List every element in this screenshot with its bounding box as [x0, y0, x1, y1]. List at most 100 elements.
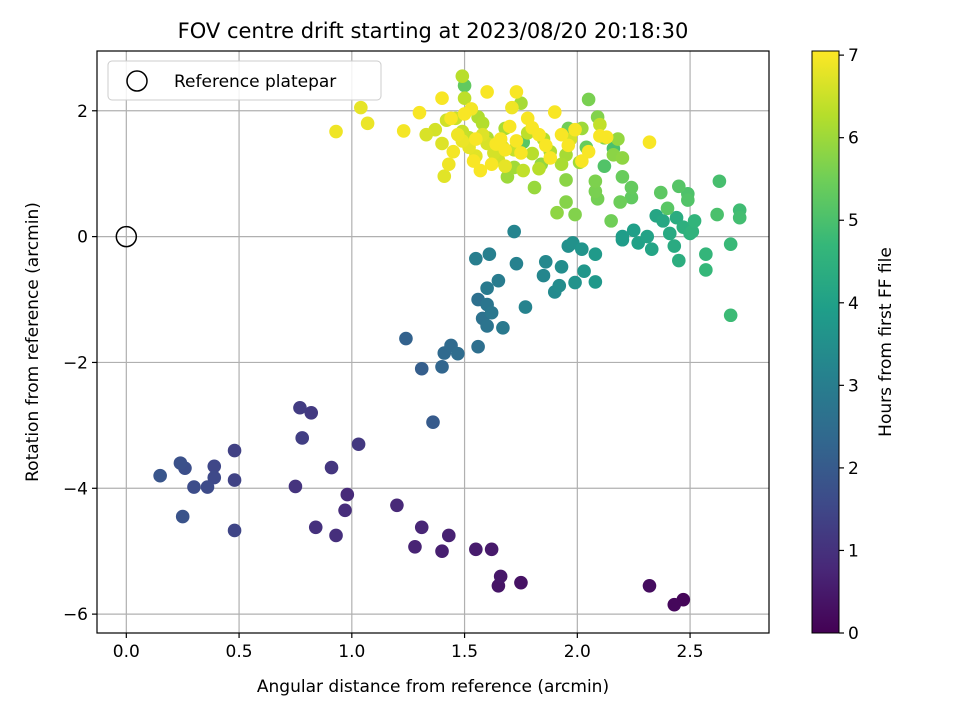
data-point [414, 361, 429, 376]
y-tick-label: −4 [63, 479, 88, 499]
data-point [493, 569, 508, 584]
data-point [561, 138, 576, 153]
data-point [419, 127, 434, 142]
colorbar-tick-label: 4 [848, 294, 859, 314]
data-point [656, 214, 670, 228]
data-point [597, 159, 612, 173]
data-point [484, 157, 499, 172]
data-point [509, 256, 524, 271]
colorbar-tick-label: 3 [848, 376, 859, 396]
data-point [509, 134, 524, 148]
data-point [153, 468, 167, 483]
data-point [493, 132, 508, 146]
data-point [480, 319, 494, 333]
data-point [525, 146, 540, 161]
data-point [500, 170, 515, 184]
data-point [338, 503, 352, 518]
data-point [732, 210, 747, 225]
data-point [626, 223, 641, 238]
data-point [624, 180, 639, 195]
data-point [288, 479, 303, 494]
y-tick-label: −2 [63, 353, 88, 373]
data-point [227, 443, 242, 458]
data-point [227, 523, 242, 538]
data-point [516, 163, 531, 178]
data-point [547, 105, 562, 119]
x-tick-label: 1.0 [338, 642, 365, 662]
data-point [351, 437, 366, 452]
data-point [173, 456, 188, 470]
data-point [588, 275, 603, 289]
data-point [435, 360, 449, 374]
colorbar-tick-label: 5 [848, 211, 859, 231]
data-point [554, 157, 569, 172]
data-point [435, 544, 449, 559]
data-point [568, 122, 582, 137]
x-axis-label: Angular distance from reference (arcmin) [257, 677, 609, 697]
data-point [687, 214, 702, 228]
data-point [207, 459, 222, 474]
data-point [471, 339, 485, 354]
data-point [469, 251, 483, 266]
colorbar-gradient [811, 50, 840, 634]
data-point [710, 207, 724, 222]
y-axis-ticks: −6 −4 −2 0 2 [63, 102, 97, 625]
data-point [611, 132, 625, 146]
data-point [451, 346, 465, 361]
colorbar-ticks: 0 1 2 3 4 5 6 7 [839, 46, 859, 644]
data-point [509, 85, 524, 99]
data-point [498, 142, 512, 157]
data-point [187, 480, 201, 494]
data-point [671, 253, 686, 268]
colorbar-label: Hours from first FF file [876, 247, 896, 437]
data-point [642, 135, 657, 150]
data-point [293, 400, 307, 415]
data-point [484, 542, 499, 557]
legend-box [107, 60, 382, 101]
data-point [532, 161, 546, 176]
data-point [399, 331, 413, 346]
data-point [507, 224, 521, 239]
data-point [446, 144, 461, 159]
data-point [615, 229, 630, 244]
data-point [200, 480, 215, 494]
colorbar-tick-label: 0 [848, 624, 859, 644]
data-point [496, 321, 510, 335]
data-point [304, 405, 319, 420]
data-point [699, 263, 713, 277]
data-point [543, 151, 558, 165]
data-point [685, 224, 700, 239]
data-point [491, 273, 506, 288]
data-point [441, 157, 456, 172]
reference-point [115, 225, 138, 248]
data-point [624, 190, 639, 205]
data-point [426, 415, 440, 430]
plot-frame [96, 50, 770, 634]
data-point [360, 116, 375, 131]
data-point [437, 169, 452, 184]
data-point [554, 127, 569, 142]
x-tick-label: 2.0 [564, 642, 591, 662]
data-point [329, 528, 343, 543]
data-point [175, 509, 190, 524]
data-point [480, 281, 494, 296]
y-tick-label: 0 [77, 228, 88, 248]
data-point [554, 260, 569, 274]
data-point [642, 579, 657, 593]
data-point [390, 498, 404, 513]
data-point [441, 528, 456, 543]
data-point [475, 116, 490, 131]
data-point [396, 124, 411, 138]
data-point [473, 163, 488, 178]
data-point [667, 597, 682, 612]
data-point [444, 111, 458, 126]
data-point [435, 91, 449, 105]
data-point [414, 520, 429, 535]
x-tick-label: 2.5 [677, 642, 704, 662]
colorbar-tick-label: 7 [848, 46, 859, 66]
x-axis-ticks: 0.0 0.5 1.0 1.5 2.0 2.5 [113, 633, 704, 662]
data-points [115, 69, 747, 612]
data-point [457, 91, 472, 105]
data-point [518, 300, 533, 314]
